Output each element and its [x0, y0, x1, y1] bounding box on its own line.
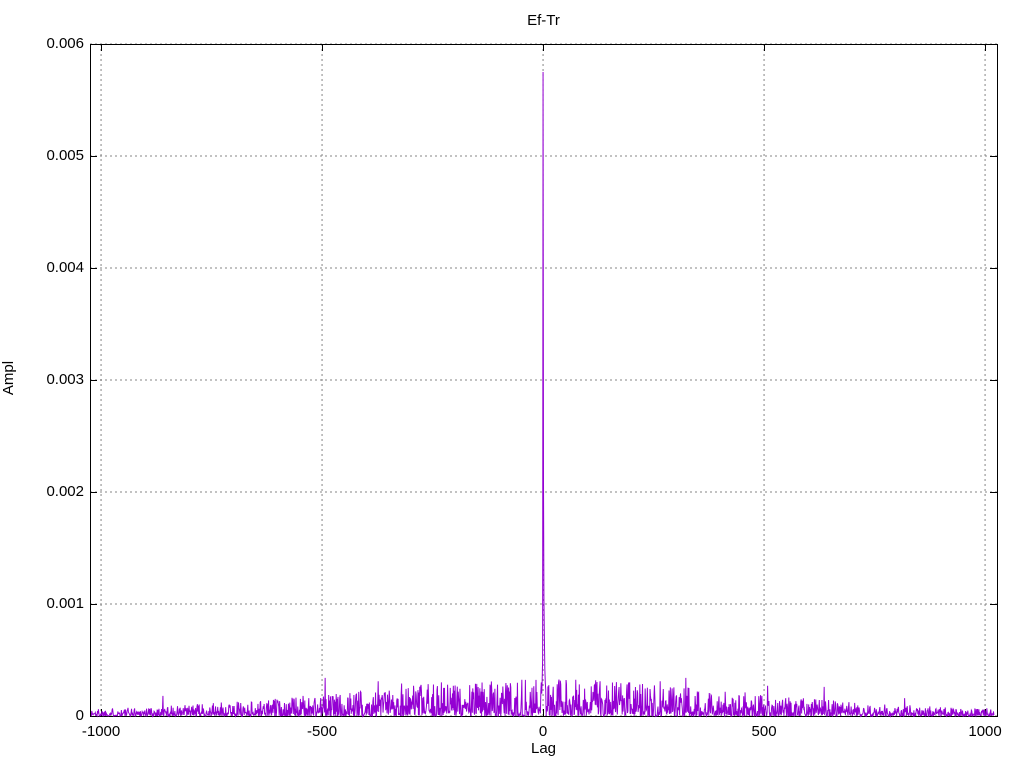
- data-series-line: [90, 71, 995, 718]
- y-tick-label: 0.005: [46, 147, 84, 164]
- x-tick-label: -500: [307, 723, 338, 740]
- x-tick-label: 500: [751, 723, 777, 740]
- x-tick-label: 0: [538, 723, 548, 740]
- y-tick-label: 0: [75, 707, 84, 724]
- x-tick-label: -1000: [81, 723, 121, 740]
- y-tick-label: 0.003: [46, 371, 84, 388]
- y-tick-label: 0.004: [46, 259, 84, 276]
- chart-title: Ef-Tr: [527, 12, 560, 29]
- x-tick-label: 1000: [968, 723, 1002, 740]
- y-tick-label: 0.006: [46, 35, 84, 52]
- y-tick-label: 0.002: [46, 483, 84, 500]
- y-tick-label: 0.001: [46, 595, 84, 612]
- x-axis-label: Lag: [530, 740, 557, 757]
